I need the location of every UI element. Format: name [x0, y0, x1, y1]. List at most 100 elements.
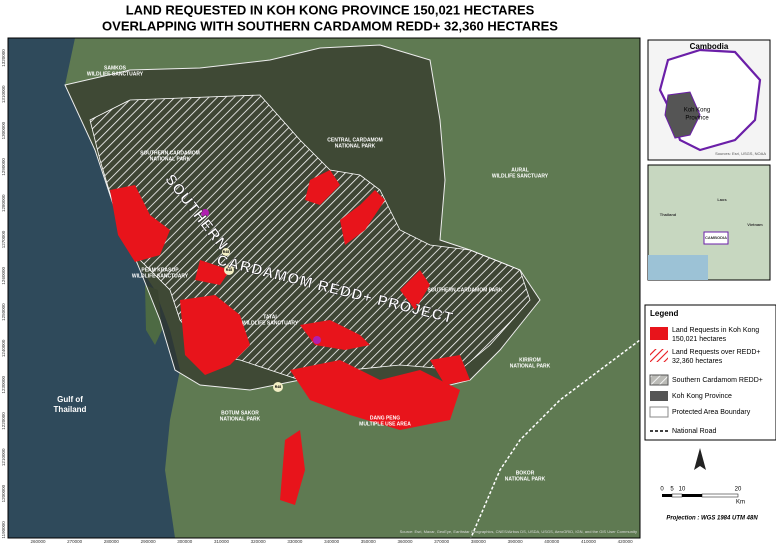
y-coordinate: 1220000 — [1, 412, 6, 430]
x-coordinate: 400000 — [544, 539, 560, 544]
inset-cambodia — [647, 39, 771, 281]
inset-label: Province — [685, 116, 709, 122]
x-coordinate: 420000 — [618, 539, 634, 544]
x-coordinate: 300000 — [177, 539, 193, 544]
y-coordinate: 1250000 — [1, 303, 6, 321]
legend-entry: 32,360 hectares — [672, 358, 723, 365]
x-coordinate: 270000 — [67, 539, 83, 544]
y-coordinate: 1200000 — [1, 484, 6, 502]
inset-region-label: Vietnam — [747, 222, 763, 227]
y-coordinate: 1270000 — [1, 230, 6, 248]
legend-entry: Land Requests over REDD+ — [672, 349, 761, 356]
legend-swatch — [650, 349, 668, 362]
x-coordinate: 370000 — [434, 539, 450, 544]
map-label: CENTRAL CARDAMOM — [327, 137, 382, 143]
inset-source: Sources: Esri, USGS, NOAA — [715, 151, 766, 156]
scale-bar — [662, 493, 739, 498]
legend-swatch — [650, 391, 668, 401]
town-marker — [201, 209, 209, 217]
legend-entry: Protected Area Boundary — [672, 409, 751, 416]
map-label: NATIONAL PARK — [510, 363, 551, 369]
land-requests — [110, 170, 470, 505]
inset-region-label: Laos — [717, 197, 727, 202]
legend — [644, 304, 776, 441]
x-coordinate: 260000 — [30, 539, 46, 544]
x-coordinate: 340000 — [324, 539, 340, 544]
map-label: MULTIPLE USE AREA — [359, 421, 411, 427]
y-coordinate: 1210000 — [1, 448, 6, 466]
x-coordinate: 280000 — [104, 539, 120, 544]
legend-entry: Land Requests in Koh Kong — [672, 327, 759, 334]
legend-entry: Southern Cardamom REDD+ — [672, 377, 763, 384]
x-coordinate: 380000 — [471, 539, 487, 544]
projection: Projection : WGS 1984 UTM 48N — [666, 516, 758, 522]
town-marker — [313, 336, 321, 344]
map-label: TATAI — [263, 314, 277, 320]
main-map — [7, 37, 641, 541]
map-label: Thailand — [54, 405, 87, 414]
x-coordinate: 290000 — [141, 539, 157, 544]
scale-tick: 20 — [735, 487, 742, 493]
scale-tick: 0 — [660, 487, 664, 493]
inset-region-label: CAMBODIA — [705, 235, 727, 240]
map-label: BOTUM SAKOR — [221, 410, 259, 416]
y-coordinate: 1300000 — [1, 121, 6, 139]
scale-tick: 5 — [670, 487, 674, 493]
y-coordinate: 1310000 — [1, 85, 6, 103]
y-coordinate: 1280000 — [1, 194, 6, 212]
y-coordinate: 1230000 — [1, 375, 6, 393]
title: OVERLAPPING WITH SOUTHERN CARDAMOM REDD+… — [102, 18, 558, 33]
map-frame — [7, 37, 641, 539]
scale-tick: 10 — [679, 487, 686, 493]
map-label: AURAL — [511, 167, 529, 173]
koh-kong-inset — [664, 91, 701, 139]
map-label: WILDLIFE SANCTUARY — [492, 173, 549, 179]
legend-swatch — [649, 406, 669, 418]
y-coordinate: 1260000 — [1, 267, 6, 285]
road-markers — [222, 248, 283, 392]
map-label: BOKOR — [516, 470, 535, 476]
inset-sea — [648, 255, 708, 280]
title: LAND REQUESTED IN KOH KONG PROVINCE 150,… — [126, 2, 535, 17]
y-coordinate: 1290000 — [1, 158, 6, 176]
road-marker-label: R48 — [275, 385, 281, 389]
north-arrow — [694, 448, 706, 470]
map-label: Gulf of — [57, 395, 83, 404]
map-label: KIRIROM — [519, 357, 541, 363]
map-label: SOUTHERN CARDAMOM PARK — [428, 287, 503, 293]
x-coordinate: 360000 — [397, 539, 413, 544]
road-marker-label: R48 — [223, 250, 229, 254]
y-coordinate: 1190000 — [1, 521, 6, 539]
x-coordinate: 310000 — [214, 539, 230, 544]
legend-title: Legend — [650, 309, 679, 318]
national-road — [469, 339, 641, 541]
map-label: PEAM KRASOP — [141, 267, 179, 273]
x-coordinate: 410000 — [581, 539, 597, 544]
inset-region-label: Thailand — [660, 212, 677, 217]
legend-entry: 150,021 hectares — [672, 336, 727, 343]
x-coordinate: 330000 — [287, 539, 303, 544]
legend-entry: Koh Kong Province — [672, 393, 732, 400]
x-coordinate: 350000 — [361, 539, 377, 544]
map-label: NATIONAL PARK — [220, 416, 261, 422]
sea — [8, 38, 180, 538]
attribution: Source: Esri, Maxar, GeoEye, Earthstar G… — [400, 529, 637, 534]
y-coordinate: 1240000 — [1, 339, 6, 357]
map-label: SOUTHERN CARDAMOM — [140, 150, 200, 156]
legend-frame — [644, 304, 776, 441]
legend-swatch — [649, 374, 669, 386]
legend-swatch — [650, 327, 668, 340]
map-label: WILDLIFE SANCTUARY — [87, 71, 144, 77]
map-label: NATIONAL PARK — [335, 143, 376, 149]
map-label: SAMKOS — [104, 65, 127, 71]
map-label: NATIONAL PARK — [505, 476, 546, 482]
map-label: WILDLIFE SANCTUARY — [242, 320, 299, 326]
inset-label: Koh Kong — [684, 108, 710, 114]
scale-unit: Km — [736, 500, 745, 506]
map-label: WILDLIFE SANCTUARY — [132, 273, 189, 279]
map-label: NATIONAL PARK — [150, 156, 191, 162]
x-coordinate: 390000 — [508, 539, 524, 544]
inset-title: Cambodia — [690, 42, 729, 51]
legend-entry: National Road — [672, 428, 716, 435]
